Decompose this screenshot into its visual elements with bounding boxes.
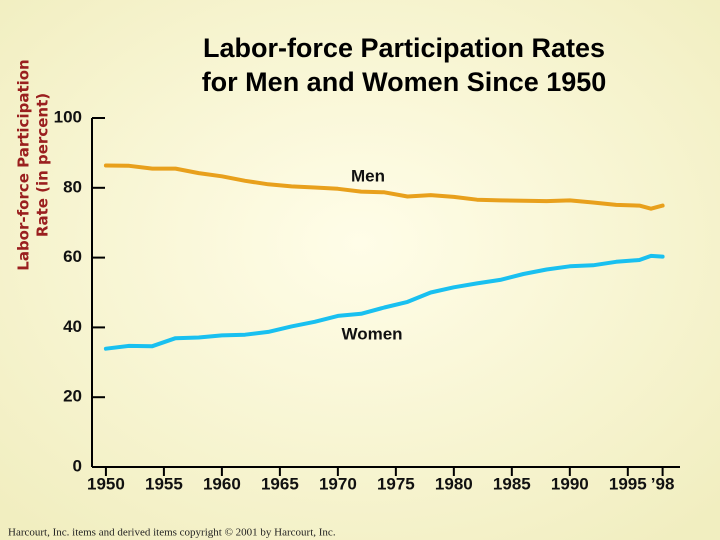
x-tick-label: 1980 [435, 474, 473, 493]
chart-title: Labor-force Participation Rates [203, 33, 605, 63]
x-tick-label: 1975 [377, 474, 415, 493]
footer: Harcourt, Inc. items and derived items c… [8, 527, 336, 539]
y-tick-label: 60 [63, 247, 82, 266]
x-tick-label: 1955 [145, 474, 183, 493]
x-tick-label: 1990 [551, 474, 589, 493]
y-tick-label: 0 [73, 456, 82, 475]
y-axis-label: Labor-force Participation [15, 59, 33, 270]
line-series [103, 163, 665, 211]
x-tick-label: 1995 [609, 474, 647, 493]
chart-title: for Men and Women Since 1950 [202, 67, 607, 97]
y-tick-label: 80 [63, 177, 82, 196]
line-series [103, 253, 665, 351]
y-tick-label: 40 [63, 317, 82, 336]
x-tick-label: 1950 [87, 474, 125, 493]
series-label: Women [341, 324, 402, 343]
x-tick-label: ’98 [651, 474, 675, 493]
y-axis-label: Rate (in percent) [34, 93, 52, 237]
y-tick-label: 20 [63, 387, 82, 406]
x-tick-label: 1985 [493, 474, 531, 493]
x-tick-label: 1970 [319, 474, 357, 493]
series-label: Men [351, 166, 385, 185]
x-tick-label: 1960 [203, 474, 241, 493]
x-tick-label: 1965 [261, 474, 299, 493]
y-tick-label: 100 [54, 107, 82, 126]
